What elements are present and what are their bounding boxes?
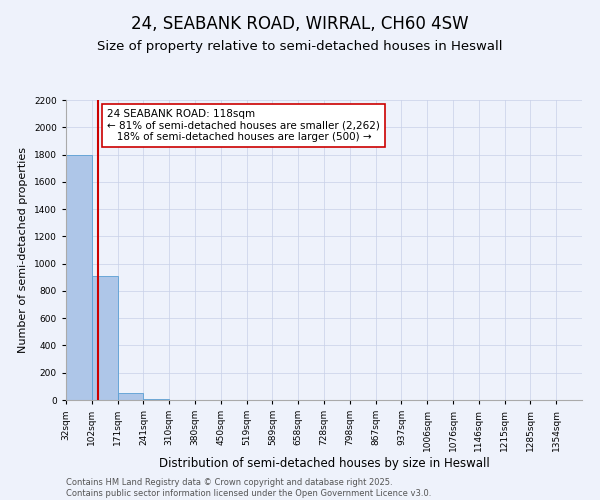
Text: Size of property relative to semi-detached houses in Heswall: Size of property relative to semi-detach… [97,40,503,53]
Bar [118,393,143,400]
Y-axis label: Number of semi-detached properties: Number of semi-detached properties [19,147,28,353]
Text: 24, SEABANK ROAD, WIRRAL, CH60 4SW: 24, SEABANK ROAD, WIRRAL, CH60 4SW [131,15,469,33]
Text: 24 SEABANK ROAD: 118sqm
← 81% of semi-detached houses are smaller (2,262)
   18%: 24 SEABANK ROAD: 118sqm ← 81% of semi-de… [107,109,380,142]
Text: Contains HM Land Registry data © Crown copyright and database right 2025.
Contai: Contains HM Land Registry data © Crown c… [66,478,431,498]
X-axis label: Distribution of semi-detached houses by size in Heswall: Distribution of semi-detached houses by … [158,456,490,469]
Bar [92,276,118,400]
Bar [66,154,92,400]
